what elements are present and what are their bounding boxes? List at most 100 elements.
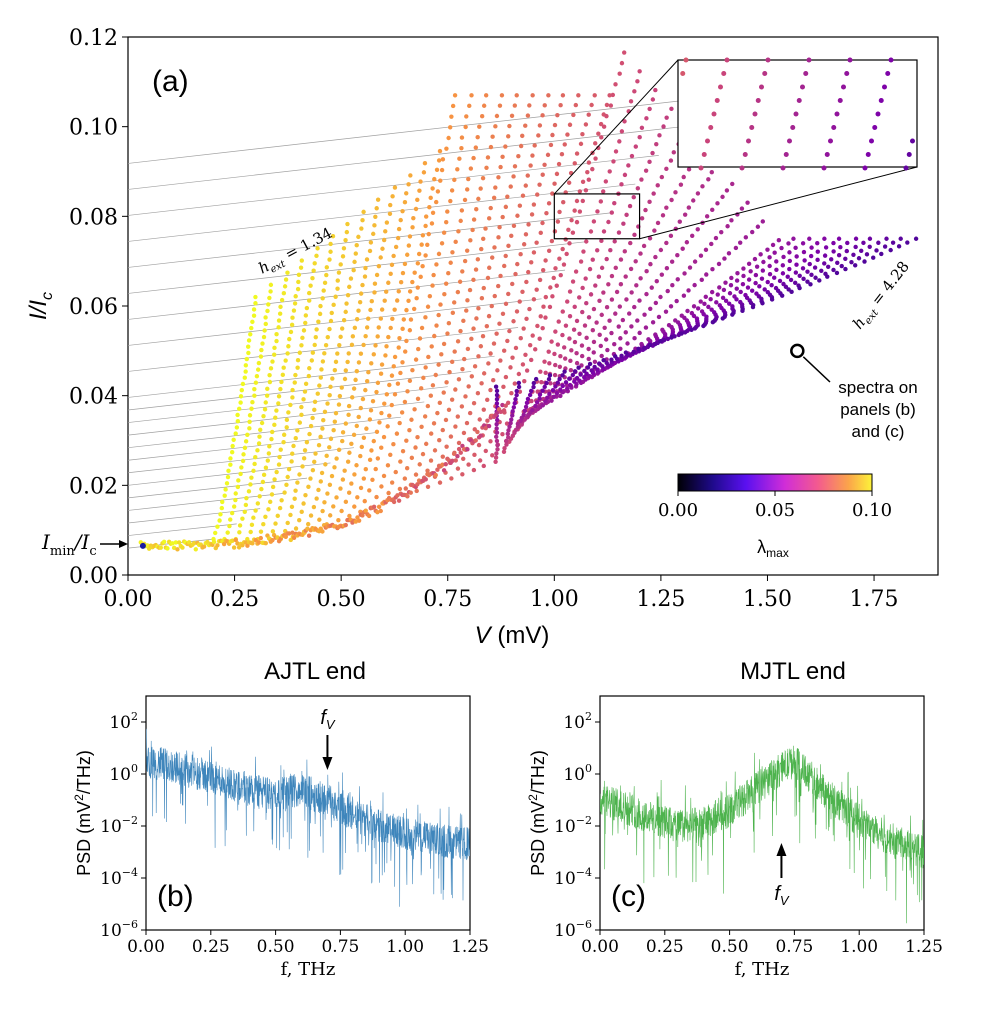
data-point [825,274,830,279]
data-point [534,400,540,405]
data-point [669,197,674,203]
data-point [514,392,519,398]
data-point [363,467,368,472]
data-point [455,453,460,459]
panel-b-fv-arrow-head [322,757,333,770]
data-point [242,445,248,451]
data-point [244,495,249,501]
data-point [562,369,567,374]
data-point [360,513,365,518]
data-point [334,456,339,461]
data-point [599,265,605,271]
data-point [664,205,669,210]
inset-point [783,152,789,157]
data-point [905,240,910,245]
data-point [433,372,438,378]
data-point [706,304,711,310]
data-point [362,498,367,504]
data-point [789,289,794,295]
data-point [668,304,674,309]
data-point [425,468,430,473]
data-point [490,255,495,260]
data-point [613,149,619,154]
inset-point [796,98,802,103]
data-point [593,283,598,288]
data-point [752,256,758,262]
data-point [295,358,301,363]
zoom-inset-branches [680,57,915,171]
inset-point [746,138,751,144]
data-point [311,504,317,510]
data-point [528,388,534,394]
data-point [478,344,484,349]
data-point [542,384,547,390]
data-point [462,197,468,203]
data-point [686,167,692,172]
data-point [439,241,445,246]
zoom-connector-bottom [639,166,918,240]
data-point [644,116,649,121]
data-point [302,389,308,394]
data-point [496,283,501,289]
data-point [444,146,449,151]
inset-point [872,125,878,130]
data-point [298,265,304,270]
data-point [481,285,486,291]
panel-c-frame [599,695,925,931]
data-point [354,243,359,248]
data-point [495,442,500,448]
data-point [664,115,669,120]
data-point [587,361,593,367]
data-point [497,103,503,108]
data-point [573,102,579,108]
data-point [225,530,230,535]
data-point [411,306,417,312]
data-point [633,259,638,264]
data-point [535,192,540,197]
data-point [386,334,391,340]
data-point [382,401,387,406]
data-point [813,275,818,280]
x-tick-label: 0.25 [646,937,684,957]
data-point [541,304,546,309]
data-point [553,329,558,334]
data-point [180,545,185,550]
data-point [347,284,352,290]
data-point [251,515,256,520]
data-point [263,321,268,327]
data-point [280,372,286,378]
data-point [720,316,725,321]
data-point [476,354,481,359]
data-point [622,119,627,124]
data-point [297,420,303,425]
data-point [753,272,759,278]
data-point [559,152,565,157]
panel-c-x-ticks: 0.00 0.25 0.50 0.75 1.00 1.25 [581,930,943,957]
data-point [636,346,641,351]
inset-point [711,111,717,117]
y-tick-label: 0.10 [69,116,118,141]
data-point [573,269,579,274]
data-point [614,289,620,295]
data-point [612,239,617,244]
data-point [432,333,437,339]
data-point [719,229,724,235]
data-point [364,325,370,330]
data-point [843,266,848,272]
panel-b-title: AJTL end [264,658,366,685]
data-point [553,384,558,389]
data-point [247,413,253,418]
data-point [413,357,419,362]
data-point [367,457,373,463]
data-point [297,517,302,523]
data-point [483,448,488,454]
data-point [339,385,344,390]
data-point [740,308,745,314]
data-point [471,217,477,222]
data-point [266,451,272,456]
data-point [246,350,251,356]
inset-point [828,138,833,144]
data-point [441,468,447,473]
data-point [459,208,465,213]
data-point [554,390,560,396]
